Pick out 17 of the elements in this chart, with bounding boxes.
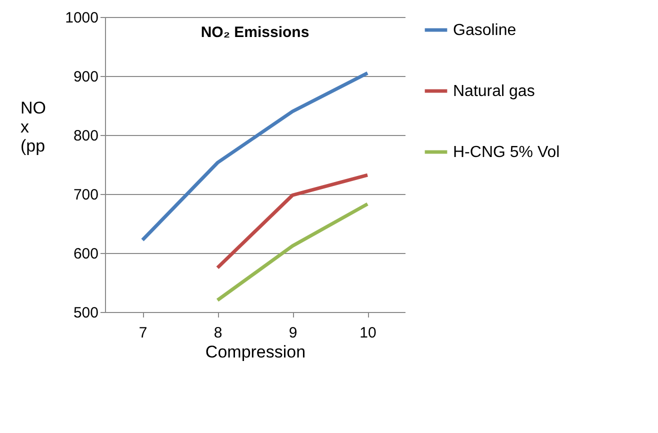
x-tick-label: 8 — [214, 324, 222, 342]
y-tick-label: 700 — [73, 186, 98, 204]
y-tick-label: 1000 — [65, 10, 98, 26]
y-tick-label: 900 — [73, 68, 98, 86]
y-tick-label: 800 — [73, 128, 98, 144]
legend-label: Natural gas — [453, 83, 535, 100]
line-series — [140, 71, 370, 242]
x-tick-label: 7 — [138, 324, 148, 342]
y-tick-label: 600 — [73, 246, 98, 262]
x-tick-label: 10 — [360, 324, 376, 342]
x-tick-label: 9 — [288, 324, 298, 342]
y-axis-title: NO x (pp — [20, 98, 46, 156]
chart-title: NO₂ Emissions — [200, 24, 310, 41]
legend-label: Gasoline — [453, 22, 516, 39]
legend-label: H-CNG 5% Vol — [453, 144, 560, 161]
y-tick-label: 500 — [73, 304, 98, 322]
x-axis-title: Compression — [205, 342, 306, 362]
